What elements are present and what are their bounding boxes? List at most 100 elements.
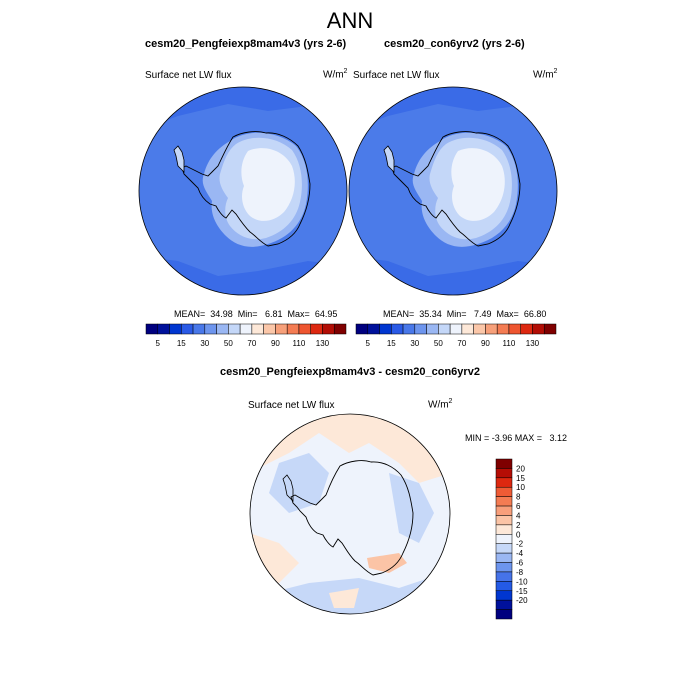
map-border bbox=[249, 413, 451, 615]
colorbar-label: -20 bbox=[516, 596, 528, 605]
colorbar-cell bbox=[169, 323, 182, 335]
diff-title: cesm20_Pengfeiexp8mam4v3 - cesm20_con6yr… bbox=[220, 366, 480, 378]
peninsula bbox=[383, 145, 395, 173]
colorbar-label: -15 bbox=[516, 587, 528, 596]
colorbar-cell bbox=[355, 323, 369, 335]
colorbar-cell bbox=[263, 323, 276, 335]
colorbar-label: 5 bbox=[366, 339, 371, 348]
diff-units: W/m2 bbox=[428, 398, 453, 411]
antarctica-coastline bbox=[290, 460, 414, 576]
peninsula bbox=[282, 474, 294, 502]
colorbar-cell bbox=[520, 323, 533, 335]
colorbar-cell bbox=[402, 323, 416, 335]
colorbar-cell bbox=[228, 323, 241, 335]
panel-1-polar-map bbox=[138, 86, 348, 296]
colorbar-label: 6 bbox=[516, 502, 521, 511]
colorbar-cell bbox=[145, 323, 159, 335]
colorbar-label: 90 bbox=[481, 339, 490, 348]
colorbar-label: 10 bbox=[516, 483, 525, 492]
colorbar-cell bbox=[495, 571, 513, 582]
panel-2-case-title: cesm20_con6yrv2 (yrs 2-6) bbox=[384, 38, 525, 50]
antarctica-coastline bbox=[391, 131, 521, 247]
colorbar-cell bbox=[391, 323, 404, 335]
colorbar-cell bbox=[414, 323, 427, 335]
colorbar-cell bbox=[310, 323, 323, 335]
colorbar-cell bbox=[543, 323, 557, 335]
colorbar-cell bbox=[495, 534, 513, 544]
colorbar-cell bbox=[495, 468, 513, 479]
colorbar-cell bbox=[495, 562, 513, 573]
colorbar-label: 15 bbox=[516, 474, 525, 483]
colorbar-cell bbox=[181, 323, 194, 335]
colorbar-label: -10 bbox=[516, 577, 528, 586]
peninsula bbox=[173, 145, 185, 173]
panel-2-colorbar: 5 15 30 50 70 90 110 130 bbox=[355, 323, 557, 348]
colorbar-cells bbox=[355, 323, 557, 335]
colorbar-cell bbox=[473, 323, 486, 335]
colorbar-cell bbox=[298, 323, 311, 335]
colorbar-cell bbox=[495, 552, 513, 563]
colorbar-cell bbox=[438, 323, 451, 335]
page-title: ANN bbox=[326, 8, 374, 33]
colorbar-cell bbox=[367, 323, 380, 335]
colorbar-label: 50 bbox=[434, 339, 443, 348]
colorbar-label: 70 bbox=[457, 339, 466, 348]
colorbar-label: -2 bbox=[516, 540, 524, 549]
positive-anomaly-coastal bbox=[367, 553, 407, 573]
colorbar-label: 30 bbox=[200, 339, 209, 348]
colorbar-cell bbox=[192, 323, 206, 335]
positive-anomaly-south-patch bbox=[329, 588, 359, 608]
colorbar-cell bbox=[485, 323, 498, 335]
colorbar-label: 15 bbox=[177, 339, 186, 348]
colorbar-cell bbox=[333, 323, 347, 335]
panel-1-colorbar: 5 15 30 50 70 90 110 130 bbox=[145, 323, 347, 348]
positive-anomaly-north bbox=[250, 414, 450, 483]
colorbar-cell bbox=[495, 524, 513, 535]
panel-1-stats: MEAN= 34.98 Min= 6.81 Max= 64.95 bbox=[174, 309, 338, 319]
colorbar-label: -4 bbox=[516, 549, 524, 558]
colorbar-label: 110 bbox=[503, 339, 516, 348]
colorbar-cell bbox=[216, 323, 229, 335]
colorbar-cell bbox=[495, 477, 513, 488]
panel-1-case-title: cesm20_Pengfeiexp8mam4v3 (yrs 2-6) bbox=[145, 38, 347, 50]
colorbar-cell bbox=[449, 323, 463, 335]
antarctica-coastline bbox=[181, 131, 311, 247]
panel-1-variable-label: Surface net LW flux bbox=[145, 70, 232, 81]
colorbar-cell bbox=[495, 515, 513, 526]
colorbar-label: 70 bbox=[247, 339, 256, 348]
colorbar-cell bbox=[204, 323, 217, 335]
panel-2-variable-label: Surface net LW flux bbox=[353, 70, 440, 81]
colorbar-label: 90 bbox=[271, 339, 280, 348]
colorbar-cell bbox=[495, 458, 513, 469]
panel-2-polar-map bbox=[348, 86, 558, 296]
colorbar-label: 5 bbox=[156, 339, 161, 348]
panel-2-units: W/m2 bbox=[533, 68, 558, 81]
colorbar-cell bbox=[496, 323, 510, 335]
colorbar-cell bbox=[239, 323, 253, 335]
panel-1-units: W/m2 bbox=[323, 68, 348, 81]
colorbar-cell bbox=[322, 323, 335, 335]
map-border bbox=[138, 86, 348, 296]
colorbar-label: 2 bbox=[516, 521, 521, 530]
negative-anomaly-east bbox=[389, 473, 434, 543]
colorbar-cell bbox=[495, 599, 513, 610]
colorbar-label: 20 bbox=[516, 464, 525, 473]
colorbar-cell bbox=[495, 590, 513, 601]
colorbar-cell bbox=[532, 323, 545, 335]
colorbar-label: 0 bbox=[516, 530, 521, 539]
colorbar-cell bbox=[495, 581, 513, 592]
colorbar-cell bbox=[495, 505, 513, 516]
plateau-region bbox=[451, 148, 505, 221]
plateau-region bbox=[241, 148, 295, 221]
colorbar-label: 110 bbox=[293, 339, 306, 348]
diff-min-max: MIN = -3.96 MAX = 3.12 bbox=[465, 433, 568, 443]
colorbar-label: 8 bbox=[516, 493, 521, 502]
colorbar-cell bbox=[251, 323, 264, 335]
colorbar-cell bbox=[508, 323, 521, 335]
colorbar-cells bbox=[145, 323, 347, 335]
colorbar-cell bbox=[275, 323, 288, 335]
colorbar-labels: 5 15 30 50 70 90 110 130 bbox=[366, 339, 540, 348]
diff-variable-label: Surface net LW flux bbox=[248, 400, 335, 411]
